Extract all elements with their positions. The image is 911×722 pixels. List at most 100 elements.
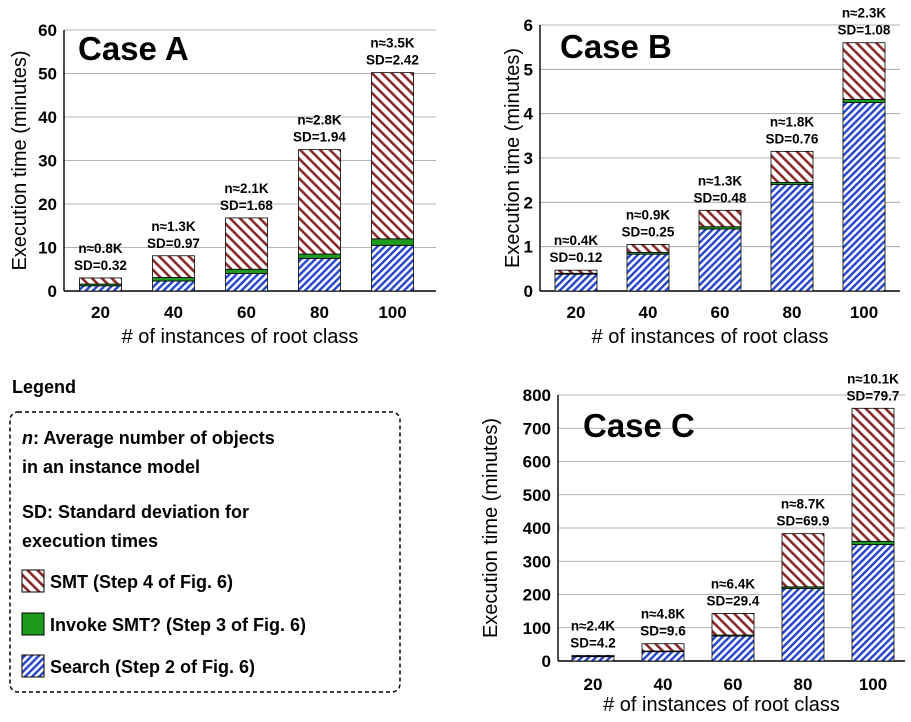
bar-segment-search [299, 258, 341, 291]
bar-stack-20 [80, 278, 122, 291]
x-tick-label: 60 [724, 675, 743, 694]
y-tick-label: 4 [524, 105, 534, 124]
bar-n-label: n≈8.7K [781, 497, 825, 512]
y-tick-label: 800 [523, 386, 551, 405]
x-tick-label: 20 [91, 303, 110, 322]
y-axis-label: Execution time (minutes) [502, 48, 524, 268]
bar-segment-smt [226, 218, 268, 269]
bar-segment-smt [642, 644, 684, 651]
bar-n-label: n≈0.9K [626, 207, 670, 222]
y-tick-label: 60 [38, 21, 57, 40]
bar-n-label: n≈2.3K [842, 6, 886, 21]
legend-sd-line1: SD: Standard deviation for [22, 502, 249, 522]
x-axis-label: # of instances of root class [603, 694, 840, 716]
x-tick-label: 60 [711, 303, 730, 322]
bar-segment-invoke-smt [226, 269, 268, 273]
y-tick-label: 30 [38, 152, 57, 171]
bar-n-label: n≈2.8K [297, 113, 341, 128]
legend-swatch-smt [22, 570, 44, 592]
bar-stack-80 [782, 534, 824, 661]
bar-segment-smt [843, 43, 885, 100]
bar-n-label: n≈4.8K [641, 607, 685, 622]
x-axis-label: # of instances of root class [122, 326, 359, 348]
bar-sd-label: SD=79.7 [847, 388, 900, 403]
legend-item-invoke: Invoke SMT? (Step 3 of Fig. 6) [22, 613, 306, 635]
legend-n-desc2: in an instance model [22, 457, 200, 477]
bar-segment-search [555, 274, 597, 291]
bar-segment-smt [782, 534, 824, 587]
bar-n-label: n≈3.5K [370, 36, 414, 51]
bar-segment-smt [627, 244, 669, 252]
x-tick-label: 80 [783, 303, 802, 322]
y-tick-label: 100 [523, 619, 551, 638]
bar-sd-label: SD=0.97 [147, 236, 200, 251]
legend-item-smt: SMT (Step 4 of Fig. 6) [22, 570, 233, 592]
bar-segment-smt [299, 150, 341, 254]
bar-sd-label: SD=9.6 [640, 624, 686, 639]
bar-sd-label: SD=1.08 [838, 23, 891, 38]
bar-sd-label: SD=0.32 [74, 258, 127, 273]
bar-stack-40 [642, 644, 684, 661]
bar-n-label: n≈2.4K [571, 618, 615, 633]
x-tick-label: 100 [850, 303, 878, 322]
bar-stack-100 [852, 408, 894, 661]
legend-sd-symbol: SD [22, 502, 47, 522]
x-tick-label: 40 [654, 675, 673, 694]
y-tick-label: 500 [523, 486, 551, 505]
bar-sd-label: SD=0.48 [694, 190, 747, 205]
legend-swatch-search [22, 655, 44, 677]
legend-swatch-invoke [22, 613, 44, 635]
bar-segment-search [843, 103, 885, 291]
bar-sd-label: SD=4.2 [570, 635, 615, 650]
bar-stack-80 [299, 150, 341, 291]
bar-stack-40 [153, 256, 195, 291]
y-axis-label: Execution time (minutes) [480, 418, 502, 638]
bar-segment-smt [153, 256, 195, 278]
y-tick-label: 1 [524, 238, 533, 257]
y-tick-label: 0 [524, 282, 533, 301]
legend-n-line1: n: Average number of objects [22, 428, 275, 448]
bar-sd-label: SD=0.12 [550, 250, 603, 265]
bar-sd-label: SD=1.68 [220, 198, 273, 213]
x-tick-label: 60 [237, 303, 256, 322]
y-tick-label: 600 [523, 453, 551, 472]
bar-stack-20 [555, 270, 597, 291]
y-tick-label: 0 [48, 282, 57, 301]
bar-segment-invoke-smt [153, 278, 195, 281]
y-tick-label: 20 [38, 195, 57, 214]
legend-item-search: Search (Step 2 of Fig. 6) [22, 655, 255, 677]
case-c-chart: 0100200300400500600700800SD=4.2n≈2.4K20S… [480, 371, 905, 716]
legend-label-smt: SMT (Step 4 of Fig. 6) [50, 572, 233, 592]
bar-segment-smt [372, 73, 414, 239]
legend-label-invoke: Invoke SMT? (Step 3 of Fig. 6) [50, 615, 306, 635]
y-tick-label: 3 [524, 149, 533, 168]
bar-stack-100 [843, 43, 885, 291]
legend-n-desc1: : Average number of objects [33, 428, 275, 448]
bar-stack-20 [572, 655, 614, 661]
bar-segment-smt [771, 151, 813, 182]
bar-segment-smt [572, 655, 614, 656]
bar-segment-search [852, 545, 894, 661]
bar-stack-40 [627, 244, 669, 291]
bar-segment-search [226, 274, 268, 291]
bar-stack-60 [699, 210, 741, 291]
bar-sd-label: SD=1.94 [293, 130, 346, 145]
bar-segment-invoke-smt [372, 239, 414, 246]
y-tick-label: 40 [38, 108, 57, 127]
y-axis-label: Execution time (minutes) [9, 50, 31, 270]
y-tick-label: 50 [38, 65, 57, 84]
case-a-chart: 0102030405060SD=0.32n≈0.8K20SD=0.97n≈1.3… [9, 21, 436, 348]
y-tick-label: 300 [523, 552, 551, 571]
y-tick-label: 200 [523, 586, 551, 605]
bar-stack-60 [226, 218, 268, 291]
bar-segment-search [782, 589, 824, 661]
legend-sd-desc2: execution times [22, 531, 158, 551]
bar-stack-80 [771, 151, 813, 291]
x-tick-label: 100 [859, 675, 887, 694]
bar-n-label: n≈1.3K [698, 173, 742, 188]
bar-segment-search [712, 636, 754, 661]
bar-segment-search [771, 185, 813, 291]
bar-n-label: n≈2.1K [224, 181, 268, 196]
bar-segment-smt [712, 613, 754, 635]
bar-segment-search [699, 229, 741, 291]
